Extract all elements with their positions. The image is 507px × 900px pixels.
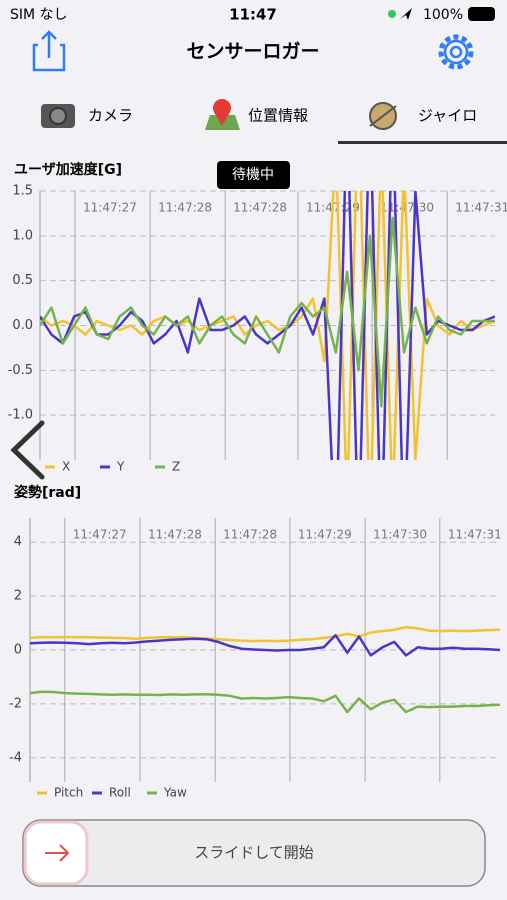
legend-label: Pitch <box>54 786 83 800</box>
series-line <box>30 690 500 714</box>
series-line <box>40 216 495 408</box>
y-tick-label: 1.5 <box>12 184 33 199</box>
x-tick-label: 11:47:30 <box>380 201 434 215</box>
series-line <box>30 625 500 643</box>
y-tick-label: 0.0 <box>12 318 33 333</box>
series-line <box>30 633 500 657</box>
slider-arrow <box>45 844 70 862</box>
chart: ユーザ加速度[G] -1.0 -0.5 0.0 0.5 1.0 1.5 11:47:27 11:… <box>8 161 507 474</box>
share-button[interactable] <box>32 30 66 72</box>
y-tick-label: 0.5 <box>12 273 33 288</box>
status-badge-text: 待機中 <box>232 167 274 183</box>
x-tick-label: 11:47:28 <box>233 201 287 215</box>
battery-icon <box>468 7 495 21</box>
legend-label: Yaw <box>163 786 187 800</box>
y-tick-label: -4 <box>9 750 22 765</box>
y-tick-label: -0.5 <box>8 363 33 378</box>
slider-label: スライドして開始 <box>194 844 314 862</box>
y-tick-label: -1.0 <box>8 408 33 423</box>
tab-label: 位置情報 <box>248 107 308 125</box>
y-tick-label: 0 <box>14 643 22 658</box>
y-tick-label: 1.0 <box>12 228 33 243</box>
back-button[interactable] <box>10 420 45 480</box>
y-tick-label: 2 <box>14 589 22 604</box>
location-icon <box>400 8 412 20</box>
chart: 姿勢[rad] -4 -2 0 2 4 11:47:27 11:47:28 11:47:28 11… <box>9 484 502 800</box>
battery-text: 100% <box>423 7 463 23</box>
settings-button[interactable] <box>438 34 474 70</box>
tab-underline <box>338 141 507 144</box>
slider-track[interactable] <box>22 819 486 887</box>
x-tick-label: 11:47:28 <box>223 528 277 542</box>
legend-label: Roll <box>109 786 131 800</box>
x-tick-label: 11:47:31 <box>448 528 502 542</box>
legend-label: Y <box>116 460 125 474</box>
y-tick-label: 4 <box>14 535 22 550</box>
carrier: SIM なし <box>10 7 68 23</box>
tab-label: ジャイロ <box>418 107 477 125</box>
tab-camera[interactable]: カメラ <box>41 104 133 128</box>
x-tick-label: 11:47:30 <box>373 528 427 542</box>
chart-title: ユーザ加速度[G] <box>14 161 122 178</box>
legend-label: Z <box>172 460 180 474</box>
x-tick-label: 11:47:31 <box>455 201 507 215</box>
x-tick-label: 11:47:27 <box>73 528 127 542</box>
indicator <box>388 10 396 18</box>
tab-label: カメラ <box>88 107 133 125</box>
tab-location[interactable]: 位置情報 <box>205 99 308 130</box>
x-tick-label: 11:47:28 <box>148 528 202 542</box>
clock: 11:47 <box>229 6 277 24</box>
x-tick-label: 11:47:27 <box>83 201 137 215</box>
series-line <box>40 191 495 460</box>
y-tick-label: -2 <box>9 696 22 711</box>
tab-gyro[interactable]: ジャイロ <box>369 102 477 130</box>
chart-title: 姿勢[rad] <box>14 484 81 501</box>
x-tick-label: 11:47:29 <box>298 528 352 542</box>
status-badge <box>217 161 290 189</box>
charts: ユーザ加速度[G] -1.0 -0.5 0.0 0.5 1.0 1.5 11:47:27 11:… <box>8 161 507 800</box>
nav-title: センサーロガー <box>186 41 319 63</box>
x-tick-label: 11:47:28 <box>158 201 212 215</box>
legend-label: X <box>62 460 70 474</box>
